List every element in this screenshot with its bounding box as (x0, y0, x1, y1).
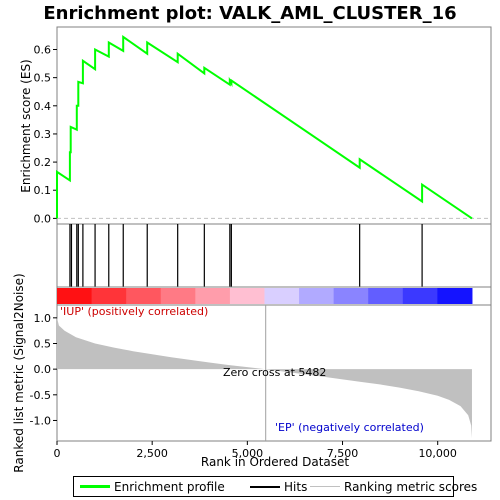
legend-ranking-label: Ranking metric scores (344, 480, 478, 494)
color-band-segment (333, 288, 369, 304)
x-axis-label: Rank in Ordered Dataset (201, 455, 349, 469)
rank-color-band (57, 288, 473, 304)
color-band-segment (195, 288, 231, 304)
color-band-segment (402, 288, 438, 304)
es-y-tick-label: 0.6 (34, 44, 52, 57)
enrichment-panel-frame (56, 26, 492, 225)
x-axis-ticks: 0 2,500 5,000 7,500 10,000 (54, 441, 457, 460)
enrichment-profile-line (56, 34, 473, 220)
color-band-segment (229, 288, 265, 304)
rank-y-tick-label: -1.0 (30, 414, 51, 427)
legend-ranking-swatch (310, 486, 340, 487)
legend-hits-label: Hits (284, 480, 308, 494)
enrichment-y-label: Enrichment score (ES) (19, 59, 33, 192)
x-tick-label: 0 (54, 447, 61, 460)
es-y-tick-label: 0.2 (34, 156, 52, 169)
color-band-segment (368, 288, 404, 304)
rank-y-tick-label: 0.0 (34, 363, 52, 376)
es-y-tick-label: 0.5 (34, 72, 52, 85)
negative-annotation: 'EP' (negatively correlated) (275, 421, 424, 434)
enrichment-y-ticks: 0.0 0.1 0.2 0.3 0.4 0.5 0.6 (34, 44, 57, 225)
es-y-tick-label: 0.0 (34, 212, 52, 225)
chart-title: Enrichment plot: VALK_AML_CLUSTER_16 (43, 3, 456, 24)
rank-y-tick-label: -0.5 (30, 389, 51, 402)
rank-y-tick-label: 1.0 (34, 312, 52, 325)
x-tick-label: 2,500 (136, 447, 168, 460)
x-tick-label: 10,000 (418, 447, 457, 460)
ranking-metric-area (57, 317, 472, 439)
x-tick-label: 7,500 (327, 447, 359, 460)
color-band-segment (299, 288, 335, 304)
zero-cross-annotation: Zero cross at 5482 (223, 366, 326, 379)
es-y-tick-label: 0.3 (34, 128, 52, 141)
positive-annotation: 'IUP' (positively correlated) (60, 305, 208, 318)
color-band-segment (264, 288, 300, 304)
legend: Enrichment profile Hits Ranking metric s… (73, 476, 477, 497)
es-y-tick-label: 0.4 (34, 100, 52, 113)
ranking-y-label: Ranked list metric (Signal2Noise) (12, 273, 26, 472)
legend-enrichment-swatch (80, 485, 110, 488)
rank-y-tick-label: 0.5 (34, 337, 52, 350)
x-tick-label: 5,000 (232, 447, 264, 460)
ranking-y-ticks: -1.0 -0.5 0.0 0.5 1.0 (30, 312, 57, 427)
es-y-tick-label: 0.1 (34, 184, 52, 197)
legend-hits-swatch (250, 486, 280, 488)
legend-enrichment-label: Enrichment profile (114, 480, 225, 494)
color-band-segment (437, 288, 473, 304)
hits-marks (69, 224, 423, 287)
color-band-segment (57, 288, 93, 304)
color-band-segment (126, 288, 162, 304)
color-band-segment (91, 288, 127, 304)
hits-panel-frame (56, 223, 492, 288)
color-band-segment (160, 288, 196, 304)
